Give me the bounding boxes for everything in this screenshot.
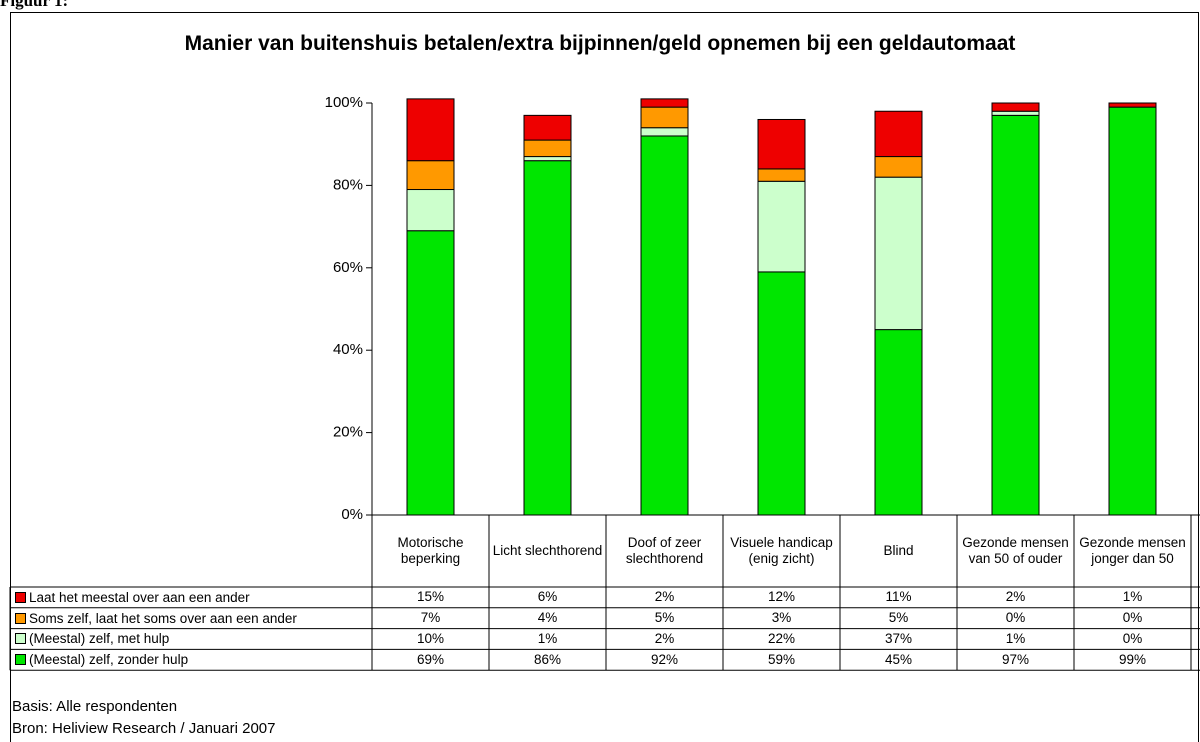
table-value: 37% — [884, 630, 913, 646]
table-value: 2% — [1005, 589, 1026, 605]
table-value: 1% — [537, 630, 558, 646]
y-tick-label: 40% — [333, 341, 363, 358]
legend-item: (Meestal) zelf, met hulp — [12, 629, 169, 650]
bar-segment — [406, 189, 455, 232]
y-tick-label: 20% — [333, 424, 363, 441]
bar-segment — [1108, 102, 1157, 108]
table-value: 0% — [1122, 630, 1143, 646]
table-value: 92% — [650, 651, 679, 667]
bar-segment — [757, 271, 806, 516]
bar-segment — [523, 156, 572, 162]
table-value: 15% — [416, 589, 445, 605]
x-tick-label: Blind — [883, 543, 914, 558]
x-tick-label: Gezonde mensen jonger dan 50 — [1079, 535, 1186, 566]
figure-label: Figuur 1: — [0, 0, 69, 10]
legend-item: (Meestal) zelf, zonder hulp — [12, 649, 188, 670]
y-tick-label: 60% — [333, 259, 363, 276]
bar-segment — [757, 168, 806, 182]
x-tick-label: Gezonde mensen van 50 of ouder — [962, 535, 1069, 566]
bar-segment — [640, 127, 689, 137]
legend-label: Soms zelf, laat het soms over aan een an… — [29, 610, 297, 626]
bar-segment — [874, 110, 923, 158]
table-value: 59% — [767, 651, 796, 667]
bar-segment — [874, 329, 923, 516]
table-value: 2% — [654, 589, 675, 605]
legend-label: (Meestal) zelf, met hulp — [29, 631, 170, 647]
legend-item: Soms zelf, laat het soms over aan een an… — [12, 608, 297, 629]
note: Basis: Alle respondenten — [12, 698, 178, 715]
legend-swatch — [15, 633, 26, 645]
bar-segment — [757, 180, 806, 273]
table-value: 0% — [1122, 610, 1143, 626]
table-value: 22% — [767, 630, 796, 646]
bar-segment — [406, 230, 455, 516]
bar-segment — [991, 102, 1040, 112]
table-value: 86% — [533, 651, 562, 667]
table-value: 97% — [1001, 651, 1030, 667]
bar-segment — [991, 110, 1040, 116]
table-value: 3% — [771, 610, 792, 626]
table-value: 45% — [884, 651, 913, 667]
y-tick-label: 100% — [325, 94, 363, 111]
bar-segment — [406, 98, 455, 162]
x-tick-label: Licht slechthorend — [492, 543, 603, 558]
bar-segment — [640, 98, 689, 108]
x-tick-label: Visuele handicap (enig zicht) — [730, 535, 833, 566]
table-value: 69% — [416, 651, 445, 667]
legend-swatch — [15, 591, 26, 603]
note: Bron: Heliview Research / Januari 2007 — [12, 720, 276, 737]
chart-frame — [10, 12, 1199, 742]
chart-title: Manier van buitenshuis betalen/extra bij… — [184, 32, 1016, 55]
bar-segment — [523, 160, 572, 516]
bar-segment — [991, 114, 1040, 516]
legend-label: Laat het meestal over aan een ander — [29, 589, 250, 605]
table-value: 11% — [885, 589, 912, 605]
bar-segment — [874, 176, 923, 331]
legend-label: (Meestal) zelf, zonder hulp — [29, 652, 189, 668]
bar-segment — [523, 114, 572, 141]
x-tick-label: Motorische beperking — [397, 535, 464, 566]
table-value: 4% — [537, 610, 558, 626]
legend-swatch — [15, 612, 26, 624]
bar-segment — [406, 160, 455, 191]
bar-segment — [523, 139, 572, 158]
table-value: 12% — [767, 589, 796, 605]
table-value: 0% — [1005, 610, 1026, 626]
table-value: 10% — [416, 630, 445, 646]
table-value: 5% — [888, 610, 909, 626]
table-value: 7% — [420, 610, 441, 626]
bar-segment — [1108, 106, 1157, 516]
table-value: 6% — [537, 589, 558, 605]
legend-swatch — [15, 654, 26, 666]
table-value: 1% — [1122, 589, 1143, 605]
y-tick-label: 80% — [333, 176, 363, 193]
bar-segment — [874, 156, 923, 178]
table-value: 1% — [1005, 630, 1026, 646]
legend-item: Laat het meestal over aan een ander — [12, 587, 250, 608]
bar-segment — [640, 135, 689, 516]
bar-segment — [640, 106, 689, 129]
table-value: 5% — [654, 610, 675, 626]
y-tick-label: 0% — [341, 506, 363, 523]
x-tick-label: Doof of zeer slechthorend — [625, 535, 704, 566]
table-value: 2% — [654, 630, 675, 646]
table-value: 99% — [1118, 651, 1147, 667]
bar-segment — [757, 118, 806, 170]
